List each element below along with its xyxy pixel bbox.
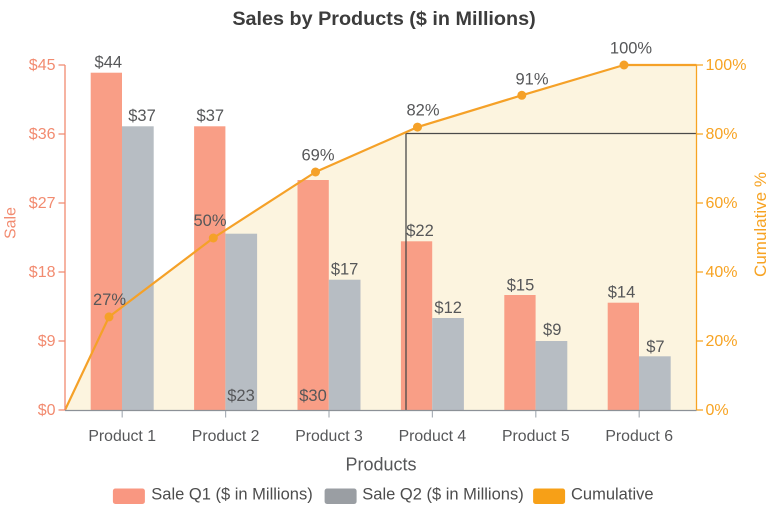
svg-text:$14: $14 [608, 284, 636, 302]
svg-text:$15: $15 [507, 277, 535, 295]
svg-text:60%: 60% [706, 195, 738, 212]
svg-text:$0: $0 [38, 402, 56, 419]
svg-text:Product 6: Product 6 [605, 428, 673, 445]
svg-text:$9: $9 [38, 333, 56, 350]
svg-text:Sale Q1 ($ in Millions): Sale Q1 ($ in Millions) [151, 486, 312, 504]
svg-text:69%: 69% [301, 147, 334, 165]
svg-text:27%: 27% [93, 291, 126, 309]
svg-text:Products: Products [345, 455, 416, 475]
svg-text:$23: $23 [227, 387, 255, 405]
svg-text:$37: $37 [128, 107, 156, 125]
svg-text:Sale Q2 ($ in Millions): Sale Q2 ($ in Millions) [362, 486, 523, 504]
svg-text:100%: 100% [706, 57, 747, 74]
svg-text:80%: 80% [706, 126, 738, 143]
svg-text:Sale: Sale [3, 207, 20, 239]
svg-text:$18: $18 [29, 264, 56, 281]
svg-text:$12: $12 [434, 299, 462, 317]
svg-text:Product 3: Product 3 [295, 428, 363, 445]
svg-text:20%: 20% [706, 333, 738, 350]
svg-text:$44: $44 [95, 54, 123, 72]
svg-text:Product 2: Product 2 [192, 428, 260, 445]
svg-text:Product 5: Product 5 [502, 428, 570, 445]
svg-text:40%: 40% [706, 264, 738, 281]
svg-text:$22: $22 [406, 222, 434, 240]
svg-text:$27: $27 [29, 195, 56, 212]
svg-text:Sales by Products ($ in Millio: Sales by Products ($ in Millions) [232, 8, 535, 30]
svg-text:$45: $45 [29, 57, 56, 74]
svg-text:82%: 82% [406, 102, 439, 120]
svg-text:50%: 50% [193, 212, 226, 230]
svg-text:Cumulative: Cumulative [571, 486, 654, 504]
svg-text:100%: 100% [610, 40, 653, 58]
svg-text:Cumulative %: Cumulative % [751, 172, 768, 277]
svg-text:Product 1: Product 1 [88, 428, 156, 445]
svg-text:$30: $30 [299, 387, 327, 405]
svg-text:$17: $17 [331, 261, 359, 279]
svg-text:Product 4: Product 4 [399, 428, 467, 445]
svg-text:$37: $37 [197, 107, 225, 125]
svg-text:$9: $9 [543, 321, 561, 339]
svg-text:$7: $7 [646, 338, 664, 356]
svg-text:91%: 91% [515, 71, 548, 89]
svg-text:$36: $36 [29, 126, 56, 143]
svg-text:0%: 0% [706, 402, 729, 419]
